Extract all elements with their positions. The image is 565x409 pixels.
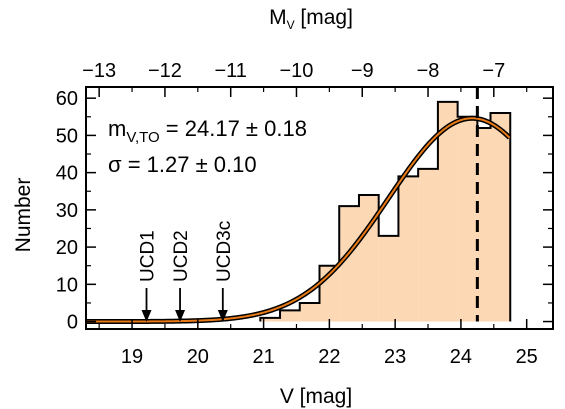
y-tick-label-1: 10 xyxy=(56,274,78,296)
histogram-outline xyxy=(259,100,512,322)
annotation-sigma: σ = 1.27 ± 0.10 xyxy=(108,152,257,177)
x-tick-label-6: 25 xyxy=(516,346,538,368)
histogram-bar-9 xyxy=(437,101,458,322)
histogram-bar-1 xyxy=(280,310,300,322)
histogram-bars xyxy=(259,100,512,322)
top-tick-label-1: −12 xyxy=(148,60,182,82)
top-tick-label-3: −10 xyxy=(280,60,314,82)
x-axis-label: V [mag] xyxy=(280,385,352,408)
histogram-bar-6 xyxy=(378,235,399,322)
x-tick-label-3: 22 xyxy=(318,346,340,368)
ucd-arrow-head-0 xyxy=(141,310,152,322)
top-tick-label-6: −7 xyxy=(482,60,505,82)
histogram-bar-4 xyxy=(339,206,359,322)
top-tick-label-5: −8 xyxy=(417,60,440,82)
top-tick-label-4: −9 xyxy=(351,60,374,82)
y-tick-label-4: 40 xyxy=(56,163,78,185)
histogram-bar-8 xyxy=(418,168,438,322)
y-tick-label-0: 0 xyxy=(67,312,78,334)
top-axis-label: MV [mag] xyxy=(269,6,353,32)
ucd-arrow-head-1 xyxy=(175,310,186,322)
y-tick-label-3: 30 xyxy=(56,200,78,222)
histogram-bar-7 xyxy=(398,176,419,322)
ucd-label-2: UCD3c xyxy=(214,221,235,282)
ucd-arrow-head-2 xyxy=(217,310,228,322)
y-axis-label: Number xyxy=(12,178,35,253)
fit-curve xyxy=(86,117,511,323)
histogram-bar-0 xyxy=(260,317,281,322)
annotation-turnover: mV,TO = 24.17 ± 0.18 xyxy=(108,116,307,146)
histogram-bar-5 xyxy=(358,194,379,322)
histogram-bar-12 xyxy=(490,113,511,322)
ucd-label-0: UCD1 xyxy=(138,230,159,282)
x-tick-label-4: 23 xyxy=(384,346,406,368)
y-tick-label-5: 50 xyxy=(56,125,78,147)
x-tick-label-2: 21 xyxy=(252,346,274,368)
axes: 19 20 21 22 23 24 25 0 10 20 30 40 50 60−13 −12 −11 −10 −… xyxy=(56,60,554,368)
top-tick-label-0: −13 xyxy=(82,60,116,82)
x-tick-label-5: 24 xyxy=(450,346,472,368)
y-tick-label-6: 60 xyxy=(56,88,78,110)
y-tick-label-2: 20 xyxy=(56,237,78,259)
fit-annotation: mV,TO = 24.17 ± 0.18 σ = 1.27 ± 0.10 xyxy=(108,116,307,177)
plot-frame xyxy=(85,86,554,330)
histogram-bar-10 xyxy=(457,116,478,322)
histogram-bar-11 xyxy=(477,127,491,322)
ucd-label-1: UCD2 xyxy=(171,230,192,282)
gaussian-fit xyxy=(86,87,512,325)
top-tick-label-2: −11 xyxy=(214,60,246,82)
x-tick-label-1: 20 xyxy=(187,346,209,368)
x-tick-label-0: 19 xyxy=(121,346,143,368)
histogram-bar-2 xyxy=(299,302,320,322)
ucd-markers: UCD1 UCD2 UCD3c xyxy=(138,221,235,322)
